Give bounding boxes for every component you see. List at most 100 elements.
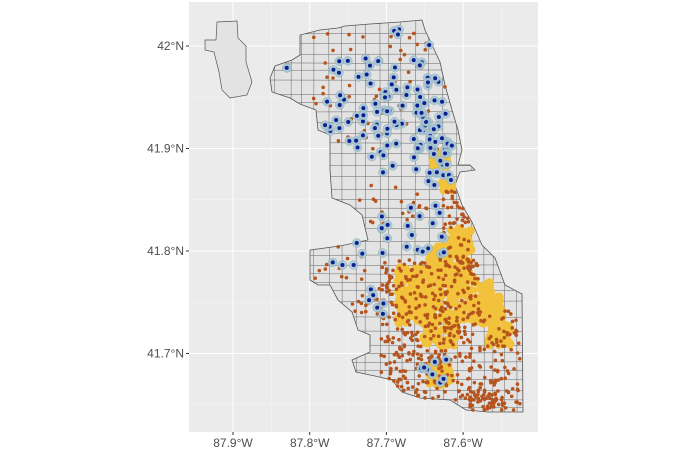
orange-point [453, 221, 457, 225]
orange-point [409, 311, 413, 315]
blue-point [433, 76, 437, 80]
orange-point [486, 405, 490, 409]
blue-point [361, 106, 365, 110]
orange-point [385, 286, 389, 290]
orange-point [468, 367, 472, 371]
orange-point [442, 277, 446, 281]
orange-point [502, 330, 506, 334]
blue-point [352, 263, 356, 267]
orange-point [446, 191, 450, 195]
orange-point [425, 349, 429, 353]
orange-point [378, 88, 382, 92]
blue-point [380, 226, 384, 230]
orange-point [473, 381, 477, 385]
blue-point [412, 137, 416, 141]
orange-point [419, 270, 423, 274]
blue-point [386, 223, 390, 227]
orange-point [451, 343, 455, 347]
orange-point [432, 283, 436, 287]
orange-point [353, 309, 357, 313]
orange-point [392, 379, 396, 383]
orange-point [403, 345, 407, 349]
orange-point [489, 335, 493, 339]
orange-point [503, 376, 507, 380]
orange-point [461, 207, 465, 211]
orange-point [501, 359, 505, 363]
blue-point [393, 66, 397, 70]
orange-point [395, 367, 399, 371]
orange-point [447, 316, 451, 320]
blue-point [440, 136, 444, 140]
orange-point [389, 35, 393, 39]
orange-point [407, 305, 411, 309]
orange-point [493, 379, 497, 383]
blue-point [392, 120, 396, 124]
orange-point [421, 380, 425, 384]
orange-point [323, 61, 327, 65]
orange-point [463, 326, 467, 330]
orange-point [514, 400, 518, 404]
y-tick-label: 41.8°N [147, 244, 184, 258]
blue-point [422, 101, 426, 105]
orange-point [361, 35, 365, 39]
orange-point [437, 395, 441, 399]
orange-point [407, 70, 411, 74]
blue-point [334, 118, 338, 122]
orange-point [461, 255, 465, 259]
orange-point [462, 238, 466, 242]
orange-point [443, 329, 447, 333]
orange-point [398, 58, 402, 62]
orange-point [467, 220, 471, 224]
orange-point [358, 198, 362, 202]
orange-point [472, 359, 476, 363]
orange-point [434, 349, 438, 353]
orange-point [375, 94, 379, 98]
orange-point [417, 382, 421, 386]
orange-point [457, 269, 461, 273]
orange-point [471, 311, 475, 315]
orange-point [411, 353, 415, 357]
orange-point [499, 339, 503, 343]
orange-point [432, 334, 436, 338]
orange-point [464, 355, 468, 359]
orange-point [429, 329, 433, 333]
orange-point [443, 85, 447, 89]
orange-point [444, 307, 448, 311]
orange-point [469, 399, 473, 403]
orange-point [414, 316, 418, 320]
blue-point [367, 298, 371, 302]
x-tick-label: 87.9°W [213, 436, 253, 450]
orange-point [511, 387, 515, 391]
blue-point [444, 112, 448, 116]
orange-point [424, 295, 428, 299]
orange-point [410, 268, 414, 272]
orange-point [456, 204, 460, 208]
orange-point [361, 294, 365, 298]
orange-point [439, 349, 443, 353]
orange-point [511, 320, 515, 324]
orange-point [477, 301, 481, 305]
blue-point [392, 75, 396, 79]
orange-point [467, 387, 471, 391]
orange-point [403, 299, 407, 303]
orange-point [383, 261, 387, 265]
blue-point [435, 170, 439, 174]
orange-point [437, 335, 441, 339]
x-tick-label: 87.6°W [443, 436, 483, 450]
orange-point [488, 314, 492, 318]
orange-point [371, 147, 375, 151]
orange-point [449, 327, 453, 331]
orange-point [470, 265, 474, 269]
orange-point [468, 352, 472, 356]
orange-point [321, 86, 325, 90]
orange-point [408, 278, 412, 282]
blue-point [346, 59, 350, 63]
blue-point [381, 302, 385, 306]
orange-point [419, 262, 423, 266]
orange-point [473, 282, 477, 286]
blue-point [438, 211, 442, 215]
orange-point [346, 257, 350, 261]
orange-point [430, 272, 434, 276]
blue-point [323, 123, 327, 127]
